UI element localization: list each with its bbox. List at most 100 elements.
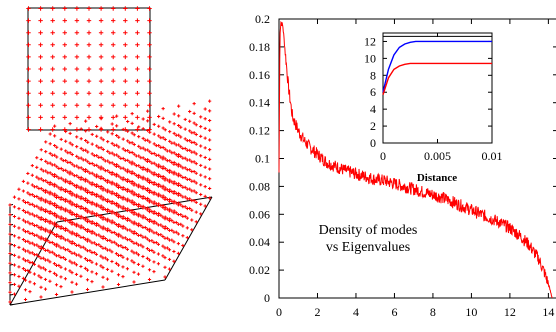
cube-lattice-point [110, 201, 114, 205]
cube-lattice-point [125, 218, 130, 222]
cube-lattice-point [46, 161, 50, 165]
cube-lattice-point [46, 171, 50, 175]
cube-lattice-point [130, 191, 134, 195]
cube-lattice-point [79, 187, 83, 191]
cube-lattice-point [103, 159, 107, 163]
cube-lattice-point [85, 200, 90, 204]
cube-lattice-point [99, 264, 103, 268]
cube-lattice-point [57, 166, 61, 171]
cube-lattice-point [132, 261, 136, 265]
cube-lattice-point [185, 168, 189, 172]
cube-lattice-point [97, 165, 101, 169]
cube-lattice-point [39, 148, 43, 152]
cube-lattice-point [68, 240, 72, 244]
cube-lattice-point [154, 143, 158, 148]
cube-lattice-point [79, 127, 83, 131]
cube-lattice-point [12, 205, 17, 209]
cube-lattice-point [108, 170, 112, 175]
cube-lattice-point [115, 114, 119, 118]
cube-lattice-point [8, 242, 12, 246]
cube-lattice-point [48, 151, 52, 156]
lattice-point [62, 91, 67, 96]
inset-x-tick-label: 0.005 [424, 149, 451, 163]
cube-lattice-point [146, 128, 150, 133]
cube-lattice-point [101, 188, 105, 192]
cube-lattice-point [179, 145, 183, 149]
cube-lattice-point [141, 245, 145, 249]
y-tick-label: 0.18 [249, 40, 270, 54]
lattice-point [111, 78, 116, 84]
cube-lattice-point [105, 238, 110, 242]
cube-lattice-point [17, 207, 21, 211]
cube-lattice-point [83, 237, 87, 241]
cube-lattice-point [130, 259, 134, 263]
cube-lattice-point [84, 138, 88, 143]
y-tick-label: 0 [264, 291, 270, 305]
lattice-point [123, 103, 128, 108]
cube-lattice-point [21, 218, 25, 222]
cube-lattice-point [70, 271, 74, 275]
cube-lattice-point [114, 232, 118, 236]
cube-lattice-point [90, 241, 94, 245]
cube-lattice-point [181, 156, 185, 160]
cube-lattice-point [21, 189, 25, 193]
cube-lattice-point [8, 222, 12, 226]
cube-lattice-point [74, 214, 79, 218]
lattice-point [62, 42, 67, 47]
cube-lattice-point [125, 257, 130, 261]
cube-lattice-point [128, 160, 132, 164]
lattice-point [86, 18, 92, 23]
cube-lattice-point [99, 126, 103, 130]
cube-lattice-point [199, 163, 203, 168]
cube-lattice-point [81, 148, 85, 152]
cube-lattice-point [116, 195, 121, 199]
lattice-point [26, 66, 31, 72]
cube-lattice-point [41, 169, 45, 173]
cube-lattice-point [70, 261, 74, 265]
cube-lattice-point [185, 235, 189, 240]
lattice-point [26, 103, 31, 108]
lattice-point [50, 115, 55, 120]
cube-lattice-point [79, 245, 83, 249]
cube-lattice-point [136, 224, 141, 228]
lattice-point [26, 78, 31, 84]
cube-lattice-point [90, 231, 94, 235]
cube-lattice-point [147, 190, 152, 194]
cube-lattice-point [68, 122, 72, 126]
cube-lattice-point [179, 125, 183, 129]
cube-lattice-point [37, 206, 41, 210]
cube-lattice-point [95, 134, 99, 138]
cube-lattice-point [39, 285, 43, 289]
lattice-point [62, 6, 67, 11]
cube-lattice-point [12, 292, 17, 296]
lattice-point [62, 78, 67, 84]
cube-lattice-point [105, 229, 110, 233]
cube-lattice-point [114, 174, 118, 178]
cube-lattice-point [81, 158, 85, 162]
cube-lattice-point [99, 196, 103, 200]
lattice-point [111, 30, 116, 35]
cube-lattice-point [94, 204, 99, 208]
cube-lattice-point [43, 239, 48, 243]
cube-lattice-point [157, 134, 161, 138]
cube-lattice-point [154, 163, 158, 167]
cube-lattice-point [181, 234, 185, 238]
cube-lattice-point [156, 213, 161, 217]
cube-axis-tick [9, 284, 14, 286]
lattice-point [74, 115, 80, 120]
x-tick-label: 4 [353, 305, 359, 319]
lattice-point [111, 103, 116, 108]
inset-y-tick-label: 6 [370, 85, 376, 99]
cube-lattice-point [101, 217, 105, 221]
cube-lattice-point [48, 279, 52, 283]
cube-lattice-point [194, 191, 198, 195]
cube-lattice-point [190, 218, 194, 222]
cube-lattice-point [17, 236, 21, 240]
cube-lattice-point [28, 290, 32, 294]
cube-lattice-point [203, 117, 207, 121]
cube-lattice-point [116, 185, 121, 190]
cube-lattice-point [66, 170, 70, 174]
cube-lattice-point [130, 201, 134, 205]
cube-lattice-point [199, 144, 203, 148]
lattice-point [147, 30, 152, 35]
